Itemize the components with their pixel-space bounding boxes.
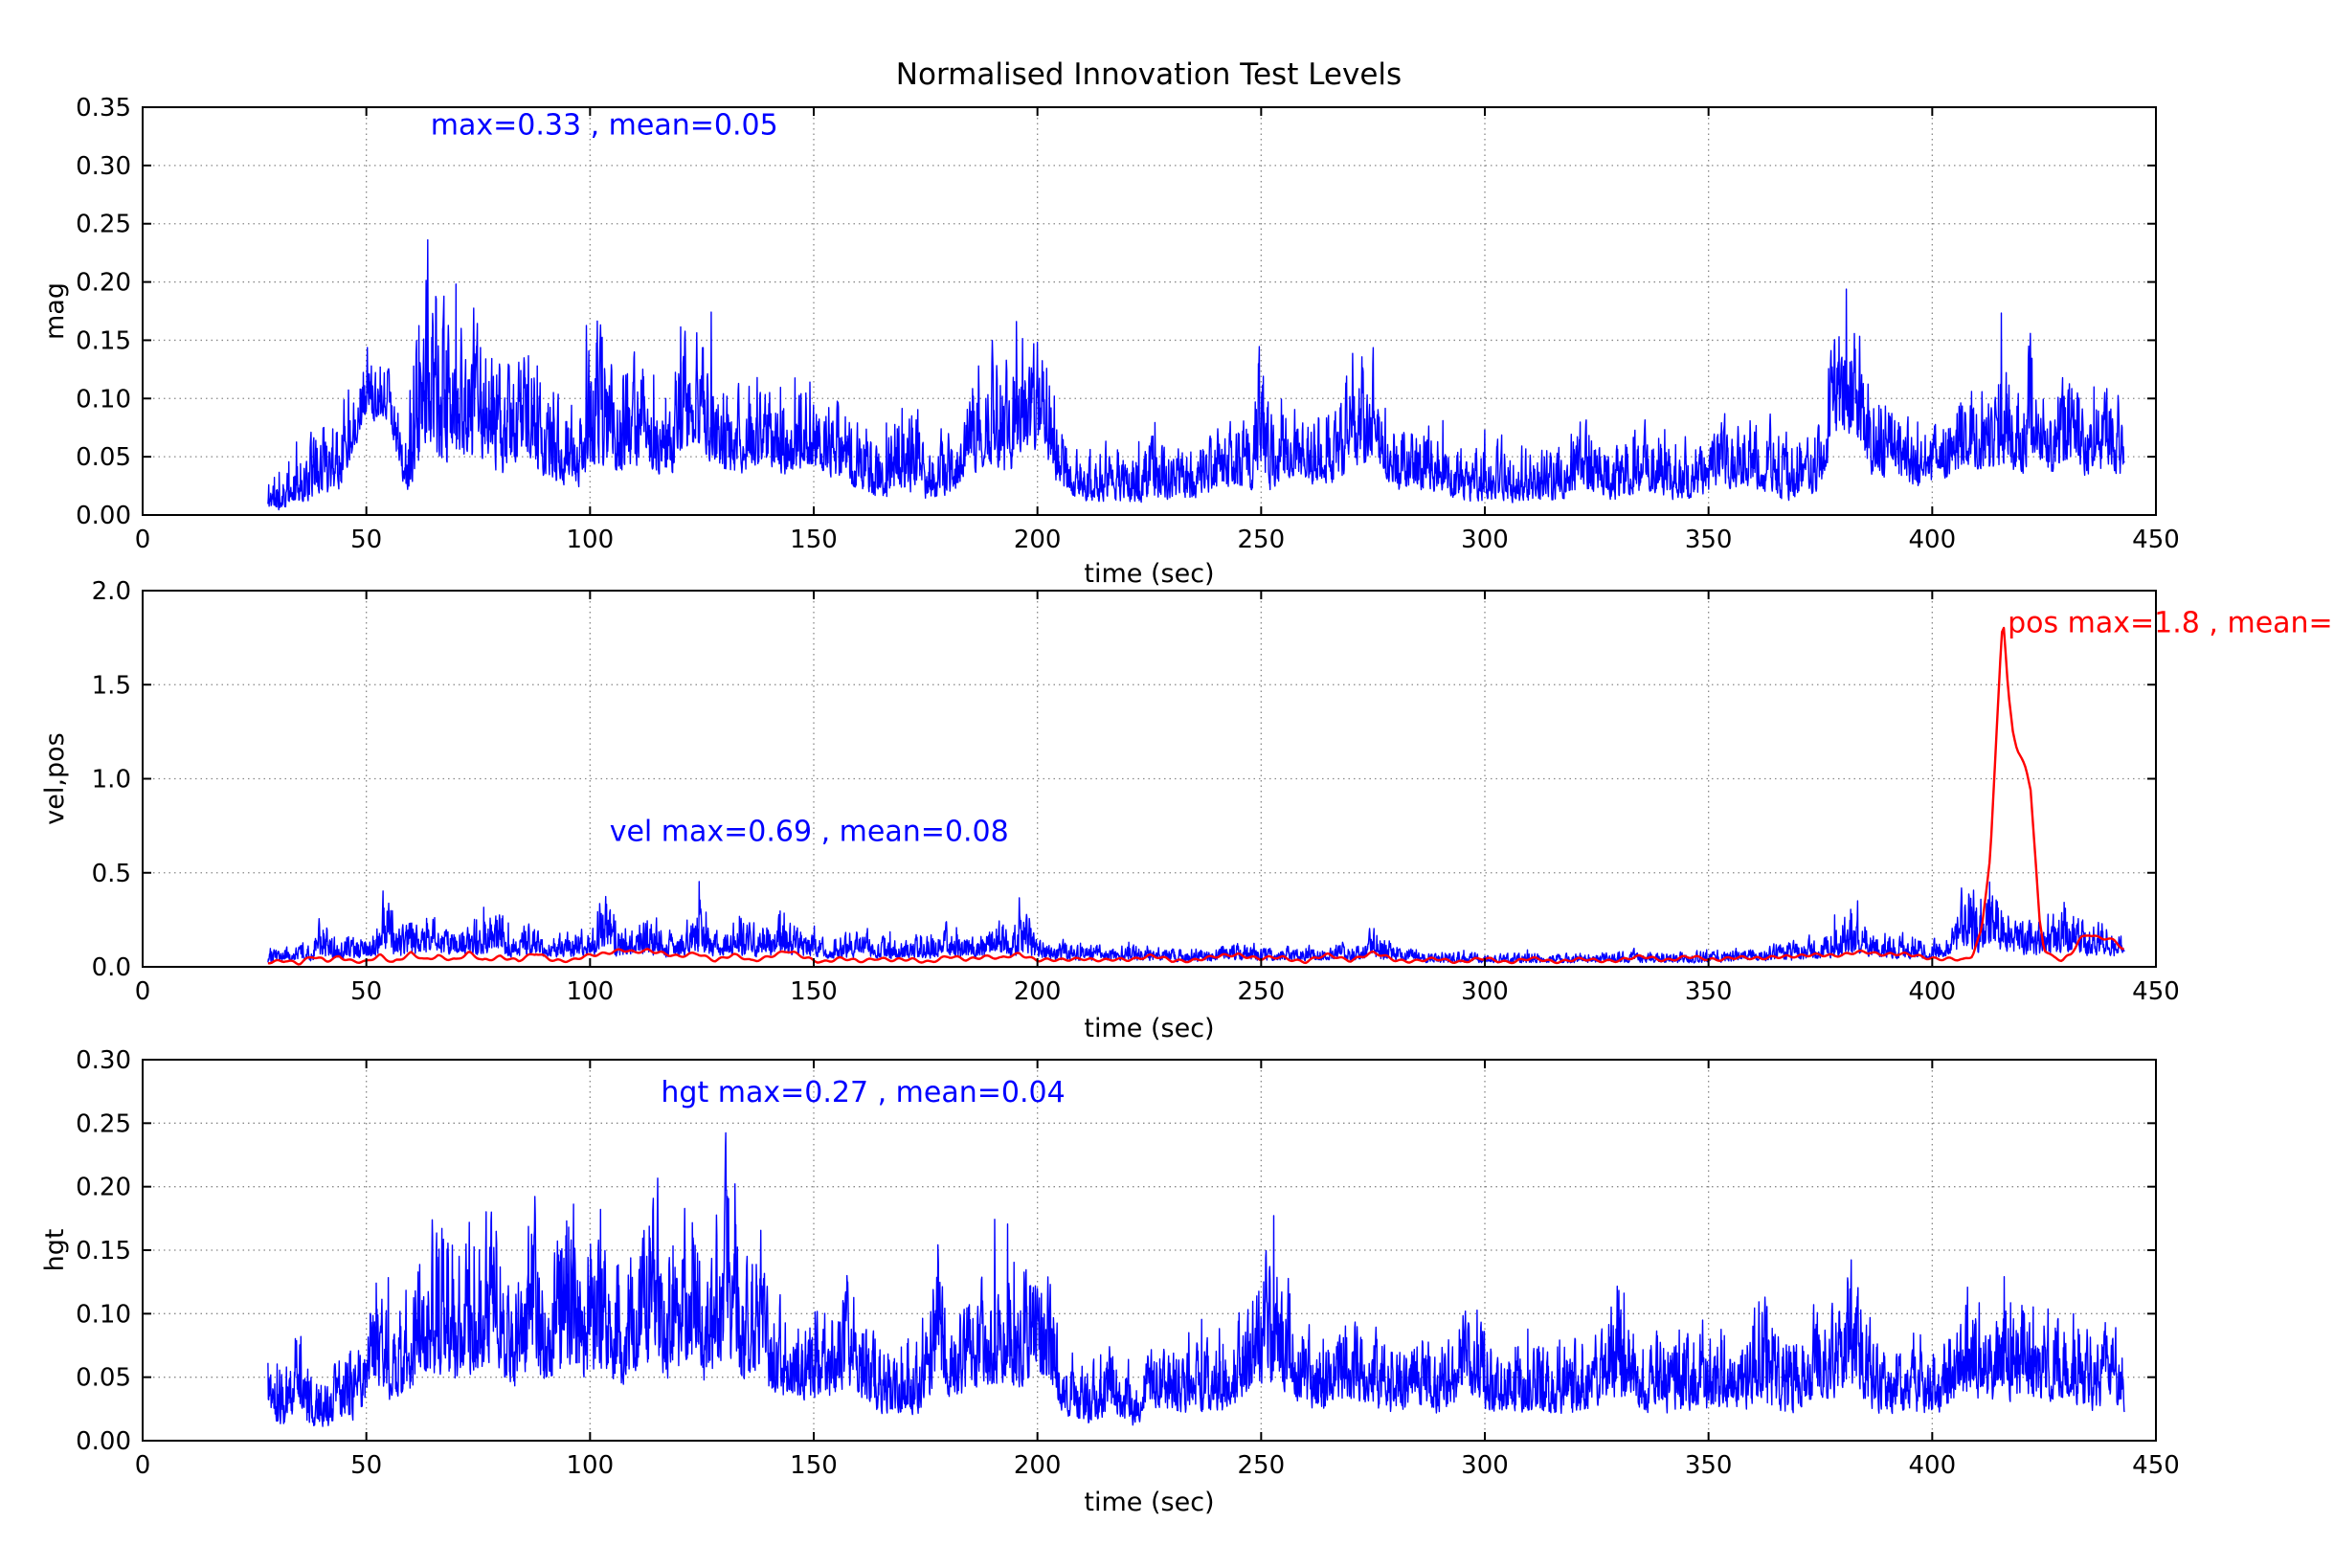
x-tick-label: 200 xyxy=(1014,526,1062,554)
annotation-pos: pos max=1.8 , mean=0.06 xyxy=(2008,606,2334,639)
x-tick-label: 0 xyxy=(135,977,151,1006)
series-hgt xyxy=(267,1131,2125,1427)
y-tick-label: 0.15 xyxy=(76,326,131,355)
x-tick-label: 200 xyxy=(1014,1451,1062,1480)
x-axis-label: time (sec) xyxy=(1084,1488,1214,1517)
x-tick-label: 300 xyxy=(1461,977,1509,1006)
annotation-mag: max=0.33 , mean=0.05 xyxy=(431,108,778,142)
y-axis-label: hgt xyxy=(40,1229,70,1272)
x-tick-label: 350 xyxy=(1685,526,1733,554)
panel-hgt: hgt max=0.27 , mean=0.04 0 50 100 150 200 250 3… xyxy=(40,1046,2180,1517)
x-tick-label: 450 xyxy=(2132,526,2180,554)
x-tick-label: 150 xyxy=(790,526,838,554)
y-tick-label: 0.25 xyxy=(76,211,131,239)
x-axis-label: time (sec) xyxy=(1084,1014,1214,1043)
y-tick-label: 0.35 xyxy=(76,94,131,123)
y-tick-label: 0.30 xyxy=(76,1046,131,1075)
annotation-vel: vel max=0.69 , mean=0.08 xyxy=(610,815,1009,848)
x-tick-label: 350 xyxy=(1685,1451,1733,1480)
x-tick-label: 100 xyxy=(567,526,615,554)
panel-mag: max=0.33 , mean=0.05 0 50 100 150 200 250 300 35… xyxy=(40,94,2180,589)
x-tick-label: 50 xyxy=(350,1451,382,1480)
axes-frame xyxy=(142,106,2157,516)
x-tick-label: 300 xyxy=(1461,526,1509,554)
y-tick-label: 0.00 xyxy=(76,502,131,530)
x-tick-label: 400 xyxy=(1909,1451,1957,1480)
y-tick-label: 0.00 xyxy=(76,1427,131,1456)
x-tick-label: 250 xyxy=(1238,1451,1286,1480)
y-axis-label: vel,pos xyxy=(40,732,70,824)
y-tick-label: 0.05 xyxy=(76,443,131,472)
x-tick-label: 50 xyxy=(350,526,382,554)
x-tick-label: 300 xyxy=(1461,1451,1509,1480)
y-tick-label: 0.0 xyxy=(92,953,131,982)
x-tick-label: 200 xyxy=(1014,977,1062,1006)
x-tick-label: 100 xyxy=(567,1451,615,1480)
x-tick-label: 400 xyxy=(1909,526,1957,554)
series-vel xyxy=(267,881,2125,964)
x-tick-label: 250 xyxy=(1238,977,1286,1006)
x-tick-label: 350 xyxy=(1685,977,1733,1006)
x-tick-label: 0 xyxy=(135,526,151,554)
y-tick-label: 1.0 xyxy=(92,766,131,795)
x-tick-label: 150 xyxy=(790,977,838,1006)
y-tick-label: 0.20 xyxy=(76,269,131,298)
x-tick-label: 100 xyxy=(567,977,615,1006)
y-tick-label: 0.30 xyxy=(76,152,131,181)
x-tick-label: 50 xyxy=(350,977,382,1006)
x-tick-label: 0 xyxy=(135,1451,151,1480)
x-tick-label: 450 xyxy=(2132,977,2180,1006)
x-tick-label: 450 xyxy=(2132,1451,2180,1480)
y-tick-label: 2.0 xyxy=(92,577,131,606)
y-axis-label: mag xyxy=(40,282,70,340)
y-tick-label: 0.05 xyxy=(76,1364,131,1393)
y-tick-label: 0.25 xyxy=(76,1109,131,1138)
x-tick-label: 150 xyxy=(790,1451,838,1480)
panel-velpos: vel max=0.69 , mean=0.08 pos max=1.8 , me… xyxy=(40,577,2334,1043)
chart-title: Normalised Innovation Test Levels xyxy=(896,57,1402,92)
x-tick-label: 400 xyxy=(1909,977,1957,1006)
y-tick-label: 0.10 xyxy=(76,385,131,414)
series-mag xyxy=(267,238,2125,511)
y-tick-label: 0.15 xyxy=(76,1237,131,1266)
annotation-hgt: hgt max=0.27 , mean=0.04 xyxy=(661,1076,1065,1109)
y-tick-label: 0.20 xyxy=(76,1174,131,1202)
series-pos xyxy=(267,626,2124,966)
y-tick-label: 1.5 xyxy=(92,671,131,700)
y-tick-label: 0.5 xyxy=(92,860,131,888)
x-tick-label: 250 xyxy=(1238,526,1286,554)
y-tick-label: 0.10 xyxy=(76,1300,131,1329)
x-axis-label: time (sec) xyxy=(1084,559,1214,589)
